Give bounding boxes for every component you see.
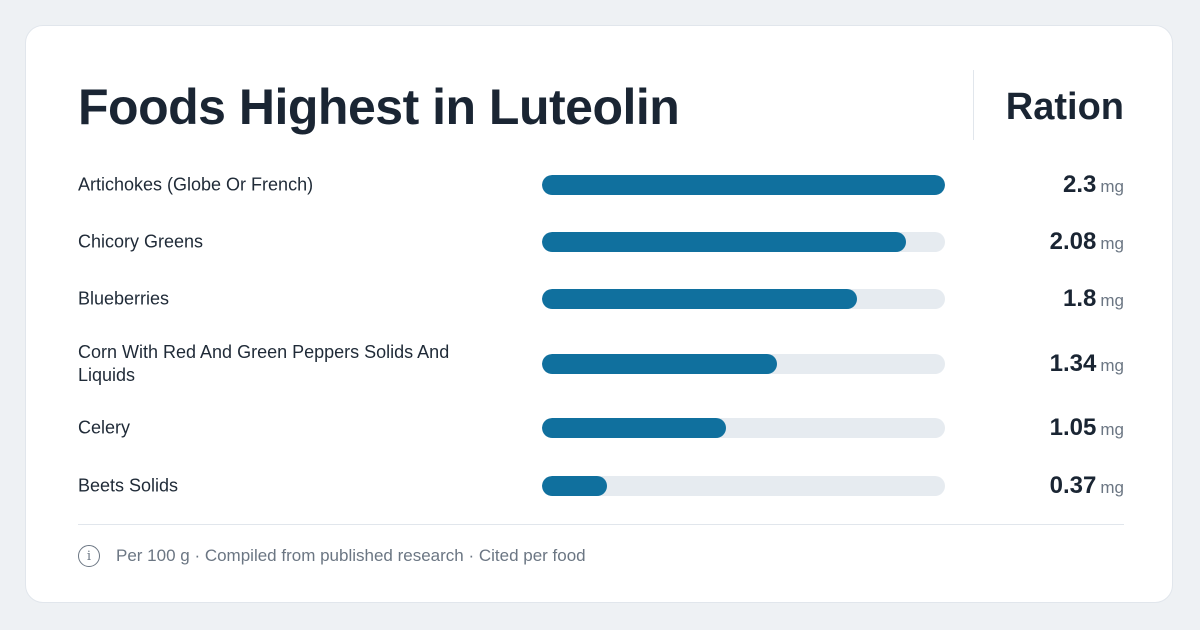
info-icon: i [78,545,100,567]
bar-label: Chicory Greens [78,231,204,252]
bar-track [542,476,945,496]
bar-fill [542,418,726,438]
bar-row: Blueberries 1.8 mg [26,276,1172,322]
bar-value-unit: mg [1100,234,1124,253]
bar-row: Beets Solids 0.37 mg [26,463,1172,509]
bar-fill [542,175,945,195]
bar-fill [542,354,777,374]
bar-value-unit: mg [1100,420,1124,439]
bar-track [542,232,945,252]
bar-value-unit: mg [1100,177,1124,196]
bar-fill [542,289,858,309]
footer-text: Per 100 g · Compiled from published rese… [116,546,586,565]
bar-row: Corn With Red And Green Peppers Solids A… [26,334,1172,394]
chart-card: Foods Highest in Luteolin Ration Articho… [25,25,1173,603]
bar-value-number: 0.37 [1049,472,1097,499]
bar-value-number: 1.34 [1049,350,1097,377]
bar-label: Celery [78,417,131,438]
column-header: Ration [1005,86,1124,128]
header-divider [973,70,974,140]
bar-value: 1.34 mg [1050,350,1124,378]
bar-value: 1.8 mg [1063,285,1124,313]
bar-value: 2.3 mg [1063,171,1124,199]
bar-value-number: 2.08 [1049,228,1097,255]
bar-value-number: 1.8 [1063,285,1097,312]
footer-divider [78,524,1124,525]
bar-label: Beets Solids [78,475,179,496]
bar-value-number: 1.05 [1049,414,1097,441]
page-title: Foods Highest in Luteolin [78,79,680,135]
bar-value: 1.05 mg [1050,414,1124,442]
bar-track [542,289,945,309]
bar-row: Celery 1.05 mg [26,405,1172,451]
bar-track [542,418,945,438]
bar-row: Chicory Greens 2.08 mg [26,219,1172,265]
bar-label: Corn With Red And Green Peppers Solids A… [78,342,450,385]
bar-fill [542,232,907,252]
footer: i Per 100 g · Compiled from published re… [78,545,586,567]
bar-value: 2.08 mg [1050,228,1124,256]
bar-label: Blueberries [78,288,170,309]
bar-track [542,354,945,374]
bar-value-unit: mg [1100,356,1124,375]
bar-row: Artichokes (Globe Or French) 2.3 mg [26,162,1172,208]
bar-track [542,175,945,195]
bar-value: 0.37 mg [1050,472,1124,500]
bar-label: Artichokes (Globe Or French) [78,174,314,195]
bar-fill [542,476,607,496]
bar-value-unit: mg [1100,291,1124,310]
bar-value-unit: mg [1100,478,1124,497]
bar-value-number: 2.3 [1063,171,1097,198]
